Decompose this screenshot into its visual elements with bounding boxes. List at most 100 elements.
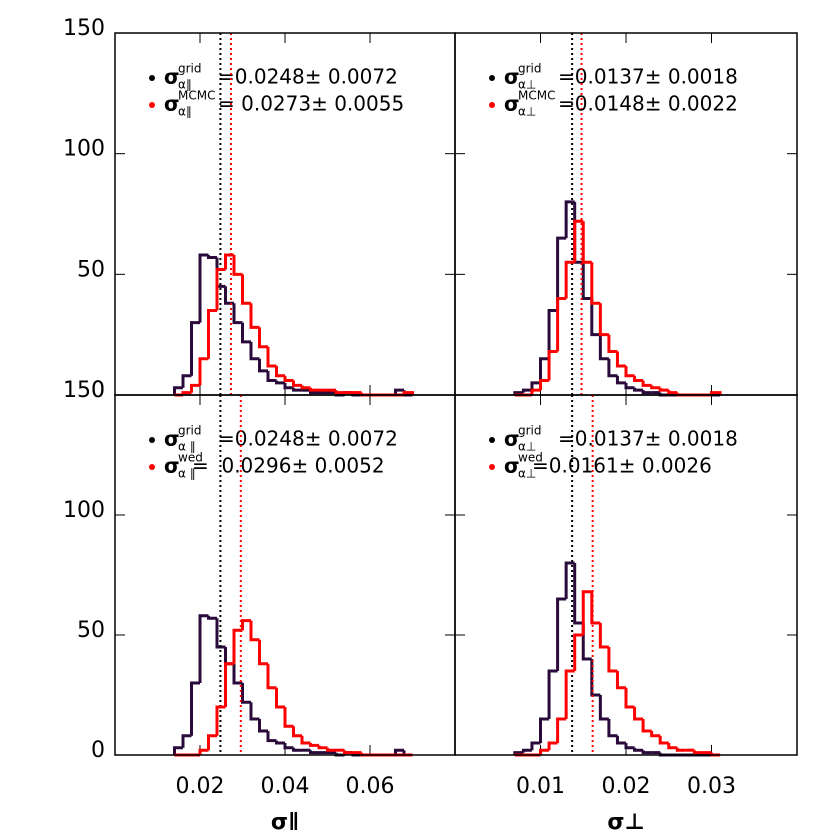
legend-marker	[149, 437, 155, 443]
histogram-step	[241, 322, 251, 344]
legend-subscript: α⊥	[518, 467, 536, 481]
histogram-step	[258, 639, 268, 666]
histogram-step	[300, 735, 311, 745]
x-axis-label: σ∥	[271, 810, 299, 830]
histogram-step	[283, 743, 294, 750]
histogram-step	[590, 262, 601, 305]
histogram-step	[539, 357, 550, 383]
histogram-step	[547, 350, 558, 381]
histogram-step	[624, 687, 635, 709]
histogram-step	[394, 388, 404, 395]
legend-symbol: σ	[504, 427, 520, 451]
histogram-step	[198, 748, 209, 755]
histogram-step	[249, 341, 260, 361]
histogram-step	[232, 255, 243, 276]
histogram-step	[173, 746, 183, 755]
legend-subscript: α⊥	[518, 105, 536, 119]
histogram-step	[402, 391, 414, 395]
histogram-step	[598, 334, 609, 361]
histogram-step	[641, 380, 652, 387]
histogram-step	[283, 382, 294, 390]
histogram-step	[275, 366, 285, 378]
histogram-step	[258, 327, 268, 349]
histogram-step	[521, 388, 532, 393]
histogram-step	[215, 705, 226, 736]
histogram-step	[275, 740, 285, 745]
legend-marker	[149, 75, 155, 81]
histogram-step	[667, 743, 678, 750]
histogram-step	[633, 747, 644, 752]
histogram-step	[198, 614, 209, 683]
histogram-step	[607, 334, 618, 354]
histogram-step	[232, 303, 243, 325]
histogram-step	[573, 219, 584, 263]
histogram-step	[667, 390, 678, 395]
x-tick-label: 0.01	[516, 774, 565, 799]
histogram-step	[249, 620, 260, 642]
legend-marker	[489, 437, 495, 443]
x-tick-label: 0.03	[687, 774, 736, 799]
histogram-step	[207, 309, 217, 359]
legend-symbol: σ	[504, 65, 520, 89]
legend-stat: =0.0161± 0.0026	[532, 454, 712, 478]
histogram-step	[309, 750, 319, 755]
legend-subscript: α ∥	[178, 440, 196, 454]
histogram-step	[573, 633, 584, 671]
legend-subscript: α∥	[178, 105, 192, 119]
histogram-step	[224, 662, 234, 707]
histogram-step	[556, 717, 567, 743]
legend-superscript: wed	[178, 451, 203, 465]
histogram-step	[564, 260, 575, 299]
legend-symbol: σ	[164, 427, 180, 451]
histogram-step	[564, 669, 575, 719]
x-tick-label: 0.04	[261, 774, 310, 799]
histogram-step	[547, 309, 558, 359]
histogram-step	[394, 748, 404, 755]
histogram-step	[190, 681, 200, 736]
legend-symbol: σ	[164, 65, 180, 89]
legend-marker	[489, 464, 495, 470]
histogram-step	[241, 683, 251, 704]
histogram-step	[275, 380, 285, 385]
histogram-step	[710, 391, 722, 395]
histogram-step	[181, 734, 192, 748]
histogram-step	[249, 702, 260, 721]
histogram-step	[633, 387, 644, 392]
histogram-step	[564, 561, 575, 599]
histogram-step	[241, 274, 251, 305]
histogram-step	[215, 268, 226, 311]
legend-stat: =0.0148± 0.0022	[558, 92, 738, 116]
legend-superscript: grid	[518, 62, 542, 76]
histogram-step	[190, 321, 200, 376]
histogram-step	[607, 719, 618, 738]
histogram-step	[300, 385, 311, 390]
histogram-step	[521, 748, 532, 753]
histogram-step	[266, 731, 277, 743]
histogram-step	[198, 253, 209, 323]
histogram-step	[675, 747, 686, 752]
histogram-step	[615, 351, 626, 368]
histogram-step	[598, 695, 609, 721]
legend-stat: = 0.0296± 0.0052	[192, 454, 385, 478]
histogram-step	[564, 200, 575, 239]
histogram-step	[181, 374, 192, 388]
histogram-step	[266, 370, 277, 383]
histogram-step	[641, 390, 652, 395]
y-tick-label: 100	[63, 137, 105, 162]
histogram-step	[624, 743, 635, 750]
histogram-step	[556, 296, 567, 352]
legend-superscript: MCMC	[178, 89, 215, 103]
histogram-step	[309, 387, 319, 392]
histogram-step	[232, 663, 243, 685]
histogram-step	[581, 221, 592, 264]
histogram-step	[590, 591, 601, 625]
histogram-step	[198, 357, 209, 386]
histogram-step	[232, 628, 243, 664]
histogram-step	[190, 383, 200, 393]
legend-marker	[489, 102, 495, 108]
x-tick-label: 0.02	[176, 774, 225, 799]
histogram-step	[615, 671, 626, 690]
histogram-step	[615, 375, 626, 385]
legend-symbol: σ	[504, 454, 520, 478]
